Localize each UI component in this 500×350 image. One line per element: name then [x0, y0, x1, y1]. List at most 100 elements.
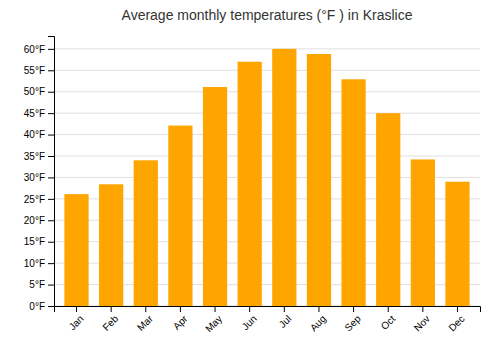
x-tick-label: Sep: [342, 313, 363, 334]
bar: [411, 159, 435, 306]
x-tick-label: Jun: [240, 313, 259, 332]
y-tick: 0°F: [29, 301, 54, 312]
x-tick: Nov: [412, 306, 432, 333]
x-tick: Mar: [135, 306, 155, 333]
x-tick: May: [203, 306, 224, 334]
y-tick-mark: [48, 263, 54, 264]
x-tick-mark: [422, 306, 423, 312]
bar: [64, 194, 88, 306]
y-tick-mark: [48, 199, 54, 200]
x-tick-mark: [249, 306, 250, 312]
bar: [134, 160, 158, 306]
x-tick-label: Oct: [379, 313, 398, 332]
x-tick-mark: [457, 306, 458, 312]
y-tick-label: 45°F: [24, 108, 45, 119]
y-tick-mark: [48, 220, 54, 221]
y-tick-mark: [48, 92, 54, 93]
x-tick: Aug: [308, 306, 328, 333]
y-tick-mark: [48, 49, 54, 50]
x-tick: Sep: [342, 306, 363, 333]
x-tick: Oct: [379, 306, 398, 332]
y-tick-label: 40°F: [24, 129, 45, 140]
y-tick: 10°F: [24, 258, 54, 269]
y-tick-label: 10°F: [24, 258, 45, 269]
y-tick: 30°F: [24, 172, 54, 183]
x-tick-mark: [180, 306, 181, 312]
y-tick: 40°F: [24, 129, 54, 140]
bars: [64, 49, 469, 306]
y-tick-mark: [48, 156, 54, 157]
chart: 0°F 5°F 10°F 15°F 20°F 25°F 30°F 35°F 40°F 45°F 50…: [0, 0, 500, 350]
grid-line: [54, 70, 480, 71]
x-tick-mark: [388, 306, 389, 312]
x-tick-label: May: [203, 313, 224, 334]
x-tick-mark: [318, 306, 319, 312]
y-tick-label: 55°F: [24, 65, 45, 76]
bar: [341, 79, 365, 306]
grid-line: [54, 134, 480, 135]
x-tick: Jan: [67, 306, 86, 332]
y-tick: 45°F: [24, 108, 54, 119]
bar: [238, 62, 262, 306]
x-tick: Jun: [240, 306, 259, 332]
x-tick-label: Feb: [100, 313, 120, 333]
bar: [307, 54, 331, 306]
x-tick-mark: [284, 306, 285, 312]
x-tick-label: Jul: [277, 313, 294, 330]
x-tick-mark: [111, 306, 112, 312]
x-tick-label: Apr: [171, 313, 190, 332]
y-tick: 15°F: [24, 236, 54, 247]
grid-line: [54, 48, 480, 49]
y-tick-mark: [48, 306, 54, 307]
plot: 0°F 5°F 10°F 15°F 20°F 25°F 30°F 35°F 40°F 45°F 50…: [24, 37, 481, 335]
y-tick-mark: [48, 70, 54, 71]
y-tick: 5°F: [29, 279, 54, 290]
y-tick-label: 60°F: [24, 44, 45, 55]
bar: [272, 49, 296, 306]
bar: [376, 113, 400, 306]
x-tick: Feb: [100, 306, 120, 333]
y-axis-line: [48, 37, 55, 307]
y-tick-label: 50°F: [24, 86, 45, 97]
y-tick-label: 20°F: [24, 215, 45, 226]
y-tick-label: 35°F: [24, 151, 45, 162]
x-axis-line: [55, 307, 481, 313]
x-tick-label: Jan: [67, 313, 86, 332]
grid-line: [54, 91, 480, 92]
x-tick-mark: [215, 306, 216, 312]
bar: [445, 182, 469, 306]
grid-line: [54, 156, 480, 157]
x-tick-mark: [76, 306, 77, 312]
x-tick-label: Aug: [308, 313, 328, 333]
x-axis: Jan Feb Mar Apr May Jun Jul Aug Sep Oct Nov Dec: [55, 306, 481, 334]
y-tick-mark: [48, 113, 54, 114]
title: Average monthly temperatures (°F ) in Kr…: [122, 7, 413, 23]
y-tick-label: 25°F: [24, 194, 45, 205]
grid-line: [54, 113, 480, 114]
y-tick: 55°F: [24, 65, 54, 76]
y-tick: 60°F: [24, 44, 54, 55]
y-tick: 25°F: [24, 194, 54, 205]
y-tick: 50°F: [24, 86, 54, 97]
y-tick-mark: [48, 285, 54, 286]
x-tick-label: Mar: [135, 313, 155, 333]
y-tick-label: 15°F: [24, 236, 45, 247]
x-tick-mark: [353, 306, 354, 312]
y-tick: 35°F: [24, 151, 54, 162]
grid: [54, 49, 480, 306]
bar: [203, 87, 227, 306]
y-axis: 0°F 5°F 10°F 15°F 20°F 25°F 30°F 35°F 40°F 45°F 50…: [24, 37, 55, 312]
y-tick-label: 5°F: [29, 279, 45, 290]
y-tick-mark: [48, 177, 54, 178]
x-tick-label: Nov: [412, 313, 432, 333]
x-tick: Dec: [446, 306, 466, 333]
x-tick: Jul: [277, 306, 294, 330]
y-tick-label: 30°F: [24, 172, 45, 183]
x-tick-mark: [145, 306, 146, 312]
x-tick-label: Dec: [446, 313, 466, 333]
x-tick: Apr: [171, 306, 190, 332]
y-tick: 20°F: [24, 215, 54, 226]
bar: [168, 126, 192, 306]
y-tick-mark: [48, 242, 54, 243]
bar: [99, 184, 123, 306]
